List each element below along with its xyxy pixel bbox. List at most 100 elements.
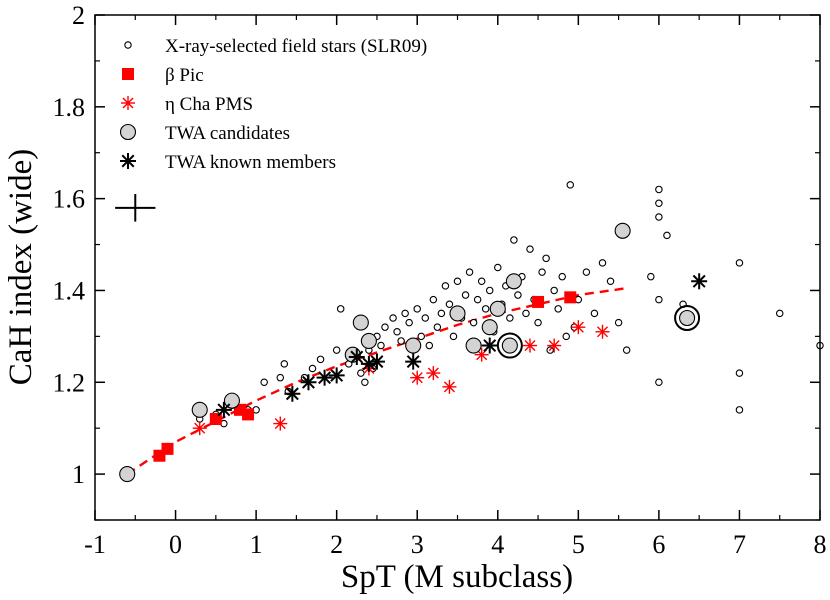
data-point — [368, 353, 385, 370]
x-tick-label: 4 — [491, 530, 504, 559]
data-point — [542, 254, 550, 263]
data-point — [332, 346, 341, 354]
data-point — [417, 332, 425, 341]
data-point — [348, 349, 365, 366]
data-point — [522, 309, 530, 318]
data-point — [393, 328, 401, 336]
data-point — [735, 406, 744, 414]
data-point — [550, 286, 558, 295]
x-tick-label: 1 — [250, 530, 263, 559]
data-point — [360, 332, 377, 350]
x-tick-label: 3 — [411, 530, 424, 559]
data-point — [449, 305, 466, 322]
data-point — [284, 385, 301, 402]
data-point — [442, 379, 457, 394]
data-point — [425, 341, 434, 350]
y-axis-label: CaH index (wide) — [3, 149, 39, 385]
data-point — [566, 181, 575, 189]
legend: X-ray-selected field stars (SLR09) β Pic η… — [119, 36, 427, 173]
data-point — [473, 295, 482, 304]
data-point — [558, 272, 566, 281]
data-point — [413, 305, 421, 313]
data-point — [242, 408, 255, 421]
data-point — [449, 332, 458, 341]
data-point — [514, 291, 522, 299]
data-point — [735, 259, 744, 267]
data-point — [465, 268, 474, 276]
data-point — [647, 272, 655, 281]
data-point — [433, 323, 442, 331]
legend-marker — [124, 41, 132, 49]
data-point — [260, 378, 268, 387]
data-point — [453, 277, 462, 286]
series-0 — [195, 181, 824, 428]
legend-label: X-ray-selected field stars (SLR09) — [165, 36, 427, 57]
data-point — [655, 378, 663, 387]
data-point — [679, 309, 696, 327]
data-point — [215, 401, 232, 418]
data-point — [510, 236, 518, 244]
data-point — [401, 309, 409, 318]
data-point — [481, 319, 498, 336]
data-point — [361, 378, 369, 387]
highlight-ring — [496, 332, 523, 359]
data-point — [410, 370, 425, 385]
data-point — [119, 466, 136, 483]
data-point — [655, 185, 663, 194]
plot-frame — [94, 14, 821, 521]
x-tick-label: 6 — [652, 530, 665, 559]
y-tick-label: 1 — [72, 460, 85, 489]
data-point — [523, 338, 537, 353]
highlight-ring — [674, 305, 701, 331]
legend-marker — [119, 123, 137, 141]
data-point — [405, 337, 422, 354]
data-point — [655, 213, 663, 221]
data-point — [357, 369, 365, 377]
y-tick-label: 1.4 — [53, 276, 86, 305]
data-point — [590, 309, 599, 318]
data-point — [735, 369, 744, 377]
fit-line — [126, 286, 627, 476]
data-point — [481, 305, 490, 313]
data-point — [663, 231, 671, 240]
data-point — [377, 341, 385, 350]
x-tick-label: 7 — [733, 530, 746, 559]
data-point — [562, 332, 570, 341]
data-point — [526, 245, 534, 253]
data-point — [352, 314, 369, 331]
data-point — [405, 353, 422, 370]
legend-marker — [122, 68, 134, 80]
legend-marker — [120, 153, 136, 169]
data-point — [598, 259, 607, 267]
data-point — [614, 222, 631, 239]
x-axis-label: SpT (M subclass) — [341, 559, 573, 595]
data-point — [336, 305, 345, 313]
data-point — [276, 373, 285, 382]
error-bar — [115, 194, 156, 222]
data-point — [655, 295, 663, 304]
data-point — [534, 318, 542, 327]
data-point — [421, 314, 430, 322]
data-point — [506, 314, 514, 322]
data-point — [606, 277, 615, 286]
data-point — [381, 323, 389, 331]
x-tick-label: 2 — [330, 530, 343, 559]
data-point — [273, 416, 288, 431]
legend-label: β Pic — [165, 65, 204, 86]
data-point — [192, 421, 207, 436]
x-tick-label: 5 — [572, 530, 585, 559]
data-point — [554, 305, 562, 313]
x-tick-label: -1 — [84, 530, 106, 559]
legend-marker — [121, 96, 135, 110]
legend-label: TWA known members — [165, 152, 336, 173]
data-point — [505, 273, 522, 290]
data-point — [469, 318, 478, 327]
data-point — [308, 364, 317, 373]
data-point — [445, 300, 454, 308]
data-point — [564, 291, 577, 304]
series-3 — [119, 222, 696, 483]
data-point — [622, 346, 631, 354]
y-tick-label: 1.8 — [53, 93, 86, 122]
axis-ticks: -1 0 1 2 3 4 5 6 7 8 1 1.2 1.4 1.6 1.8 2 — [53, 1, 827, 559]
